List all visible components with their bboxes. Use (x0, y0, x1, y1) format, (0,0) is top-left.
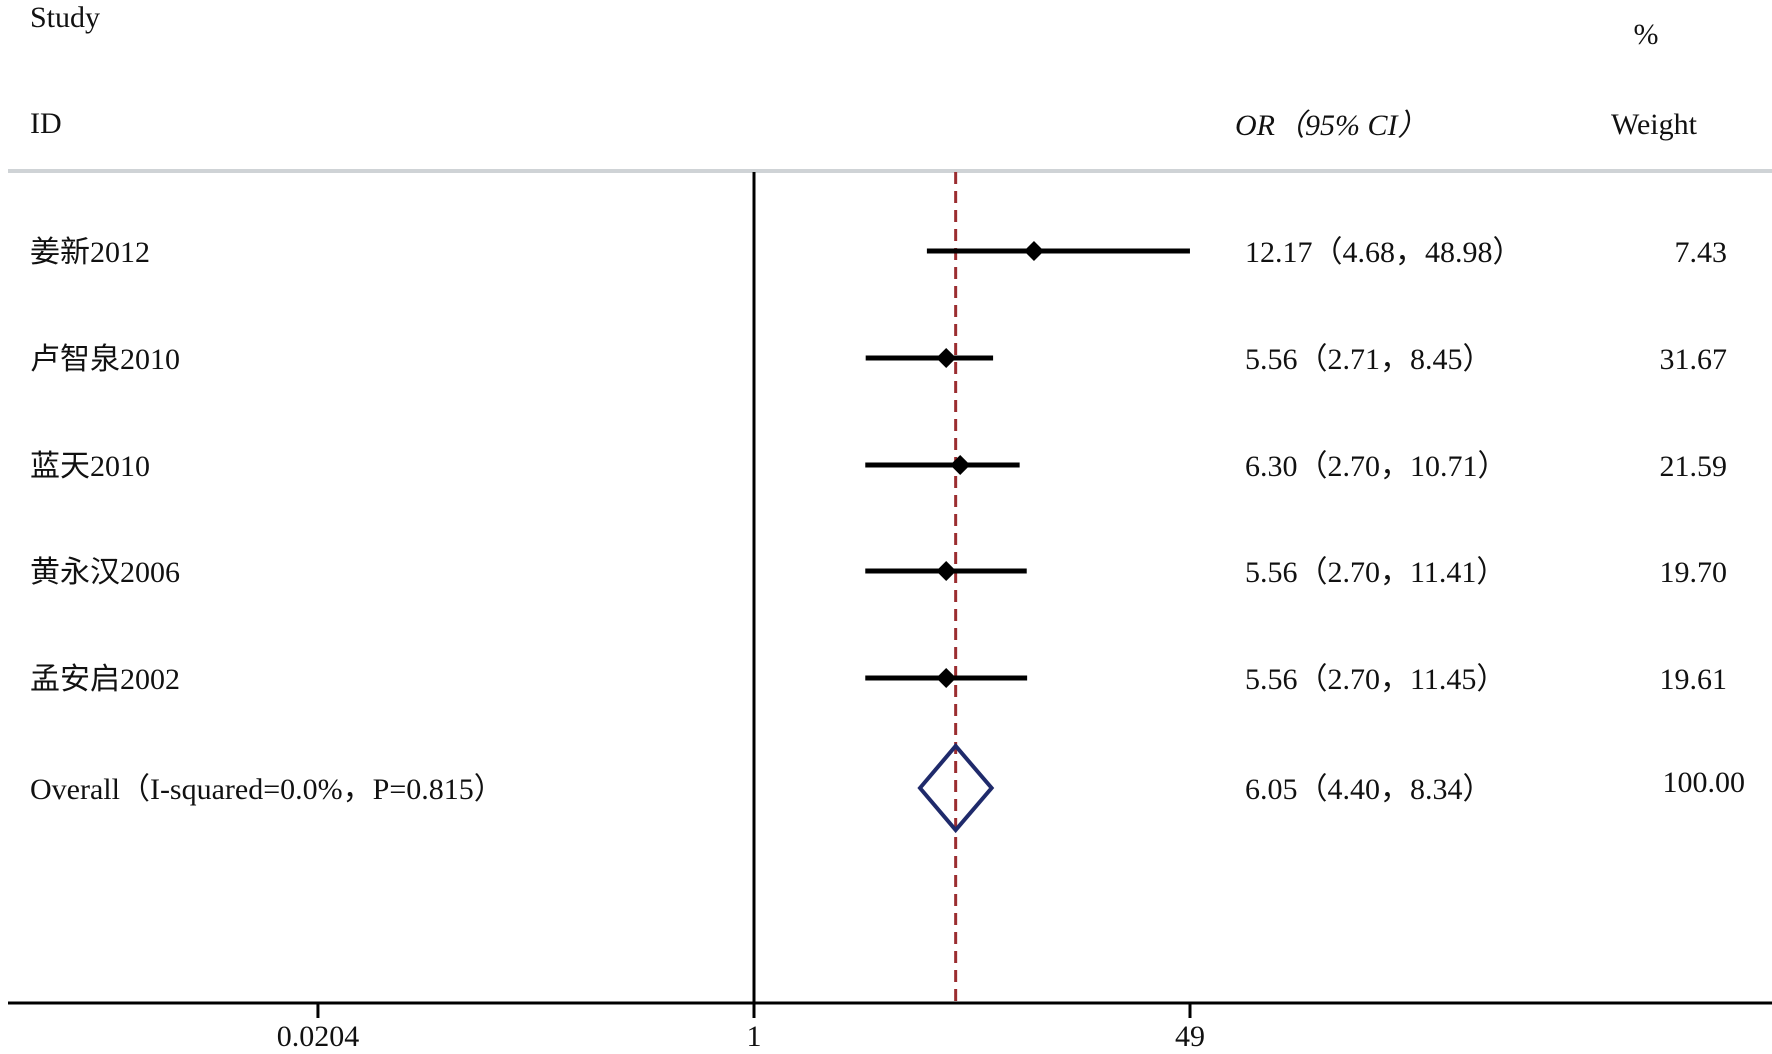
overall-diamond (917, 742, 995, 834)
study-name: 姜新2012 (30, 236, 150, 269)
point-estimate (1023, 241, 1044, 261)
study-row: 姜新2012 12.17（4.68，48.98） 7.43 (30, 236, 1727, 269)
ci-text: 6.30（2.70，10.71） (1245, 450, 1508, 483)
ci-text: 5.56（2.70，11.45） (1245, 663, 1506, 696)
weight-value: 7.43 (1675, 236, 1728, 269)
weight-value: 21.59 (1660, 450, 1728, 483)
study-name: 黄永汉2006 (30, 556, 180, 589)
overall-label: Overall（I-squared=0.0%，P=0.815） (30, 773, 504, 806)
overall-weight: 100.00 (1663, 766, 1746, 799)
overall-row: Overall（I-squared=0.0%，P=0.815） 6.05（4.40… (30, 742, 1746, 834)
study-name: 卢智泉2010 (30, 343, 180, 376)
x-axis-ticks: 0.0204 1 49 (277, 1003, 1205, 1053)
weight-value: 31.67 (1660, 343, 1728, 376)
x-tick-label-2: 49 (1175, 1020, 1205, 1053)
study-name: 蓝天2010 (30, 450, 150, 483)
overall-ci-text: 6.05（4.40，8.34） (1245, 773, 1493, 806)
study-header: Study (30, 1, 100, 34)
id-header: ID (30, 107, 62, 140)
ci-text: 5.56（2.70，11.41） (1245, 556, 1506, 589)
percent-header: % (1634, 18, 1659, 51)
point-estimate (936, 348, 957, 368)
ci-text: 12.17（4.68，48.98） (1245, 236, 1523, 269)
study-rows: 姜新2012 12.17（4.68，48.98） 7.43 卢智泉2010 5.56（2… (30, 236, 1727, 696)
x-tick-label-1: 1 (747, 1020, 762, 1053)
point-estimate (936, 561, 957, 581)
weight-value: 19.61 (1660, 663, 1728, 696)
study-row: 蓝天2010 6.30（2.70，10.71） 21.59 (30, 450, 1727, 483)
ci-text: 5.56（2.71，8.45） (1245, 343, 1493, 376)
point-estimate (936, 668, 957, 688)
x-tick-label-0: 0.0204 (277, 1020, 360, 1053)
weight-value: 19.70 (1660, 556, 1728, 589)
study-name: 孟安启2002 (30, 663, 180, 696)
point-estimate (950, 455, 971, 475)
study-row: 黄永汉2006 5.56（2.70，11.41） 19.70 (30, 556, 1727, 589)
study-row: 卢智泉2010 5.56（2.71，8.45） 31.67 (30, 343, 1727, 376)
or-ci-header: OR（95% CI） (1235, 109, 1427, 142)
study-row: 孟安启2002 5.56（2.70，11.45） 19.61 (30, 663, 1727, 696)
weight-header: Weight (1611, 108, 1698, 141)
